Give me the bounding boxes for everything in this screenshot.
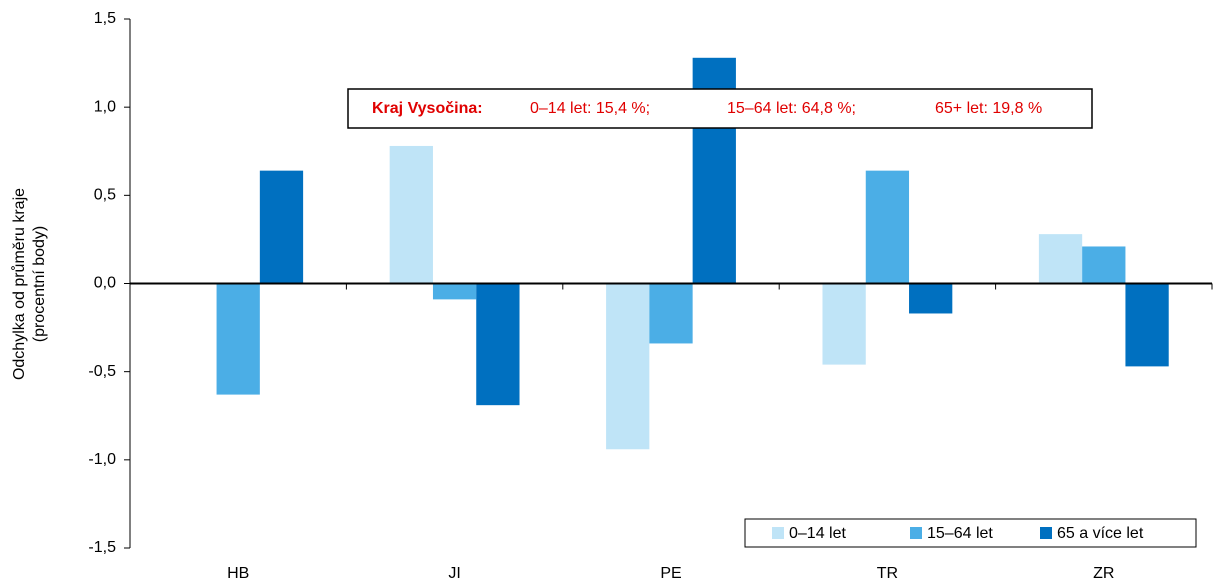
y-tick-label: 1,0 xyxy=(94,98,116,115)
y-tick-label: 0,5 xyxy=(94,187,116,204)
bar xyxy=(909,283,953,314)
x-tick-label: PE xyxy=(660,565,681,582)
bar xyxy=(432,283,477,300)
legend-label: 65 a více let xyxy=(1057,525,1144,542)
legend-swatch xyxy=(910,527,922,539)
bar xyxy=(822,283,866,365)
y-tick-label: 1,5 xyxy=(94,10,116,27)
y-axis-label: (procentní body) xyxy=(31,226,48,343)
x-tick-label: JI xyxy=(448,565,460,582)
bar xyxy=(1038,234,1083,284)
legend-swatch xyxy=(1040,527,1052,539)
annotation-box xyxy=(347,88,1093,129)
y-tick-label: -1,5 xyxy=(88,539,116,556)
bar xyxy=(1125,283,1169,367)
bar xyxy=(216,283,260,395)
y-tick-label: -0,5 xyxy=(88,363,116,380)
annotation-title: Kraj Vysočina: xyxy=(372,100,483,117)
legend-swatch xyxy=(772,527,784,539)
annotation-item: 15–64 let: 64,8 %; xyxy=(727,100,856,117)
bar xyxy=(649,283,693,344)
legend-label: 15–64 let xyxy=(927,525,993,542)
bar xyxy=(389,145,433,284)
x-tick-label: TR xyxy=(877,565,898,582)
x-tick-label: ZR xyxy=(1093,565,1114,582)
bar xyxy=(476,283,520,406)
bar xyxy=(1082,246,1126,284)
annotation-item: 0–14 let: 15,4 %; xyxy=(530,100,650,117)
legend-box xyxy=(744,518,1197,548)
x-tick-label: HB xyxy=(227,565,249,582)
y-tick-label: 0,0 xyxy=(94,275,116,292)
annotation-item: 65+ let: 19,8 % xyxy=(935,100,1042,117)
bar xyxy=(865,170,910,284)
bar xyxy=(259,170,304,284)
legend-label: 0–14 let xyxy=(789,525,846,542)
y-tick-label: -1,0 xyxy=(88,451,116,468)
y-axis-label: Odchylka od průměru kraje xyxy=(10,188,28,380)
bar xyxy=(606,283,650,450)
